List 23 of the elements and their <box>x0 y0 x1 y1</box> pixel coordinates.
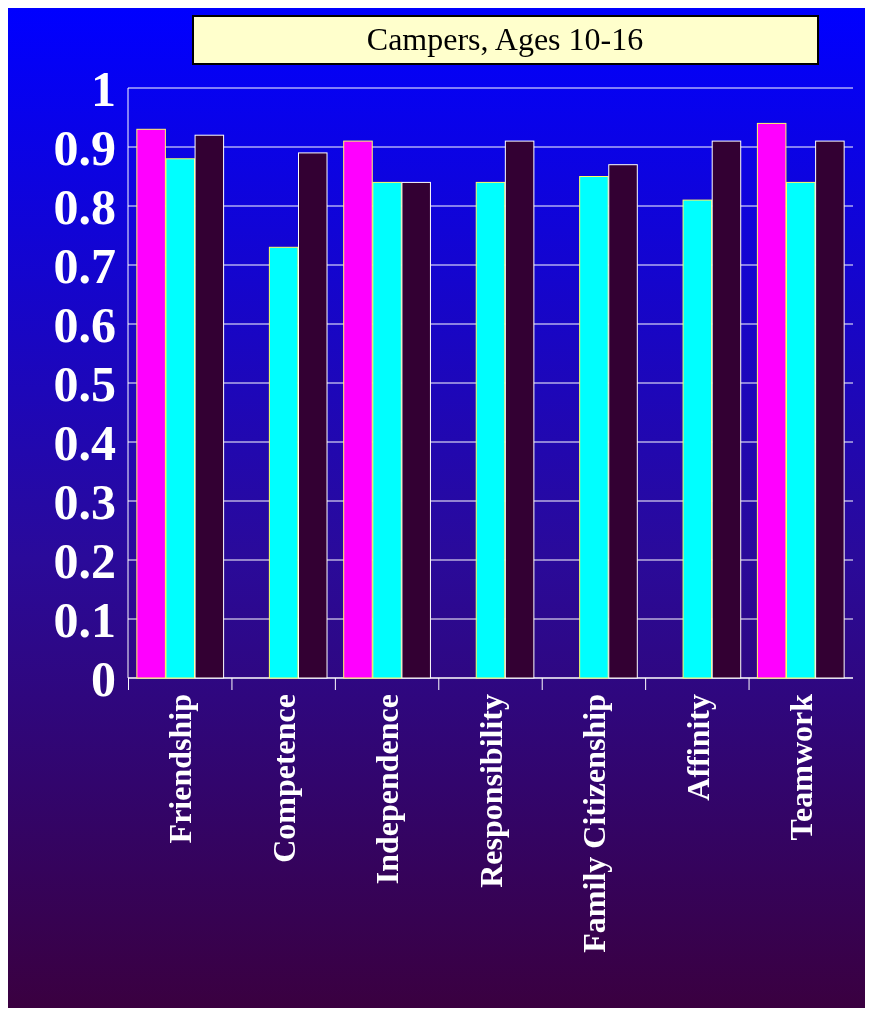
y-tick-label: 0.9 <box>53 119 116 176</box>
y-tick-label: 1 <box>91 60 116 117</box>
y-tick-label: 0 <box>91 650 116 707</box>
x-tick-label: Independence <box>369 694 406 885</box>
x-tick-label: Friendship <box>162 694 199 844</box>
y-tick-label: 0.7 <box>53 237 116 294</box>
x-tick-label: Affinity <box>679 694 716 801</box>
bar <box>268 246 299 679</box>
y-tick-label: 0.2 <box>53 532 116 589</box>
x-tick-label: Competence <box>265 694 302 863</box>
y-tick-label: 0.6 <box>53 296 116 353</box>
y-tick-label: 0.4 <box>53 414 116 471</box>
x-tick-label: Teamwork <box>782 693 819 841</box>
y-tick-label: 0.3 <box>53 473 116 530</box>
x-tick-label: Family Citizenship <box>576 694 613 953</box>
chart-title: Campers, Ages 10-16 <box>366 21 644 57</box>
bar <box>682 199 713 679</box>
y-tick-label: 0.5 <box>53 355 116 412</box>
bar <box>579 176 609 679</box>
bar <box>475 181 506 679</box>
y-tick-label: 0.8 <box>53 178 116 235</box>
y-tick-label: 0.1 <box>53 591 116 648</box>
x-tick-label: Responsibility <box>472 694 509 888</box>
